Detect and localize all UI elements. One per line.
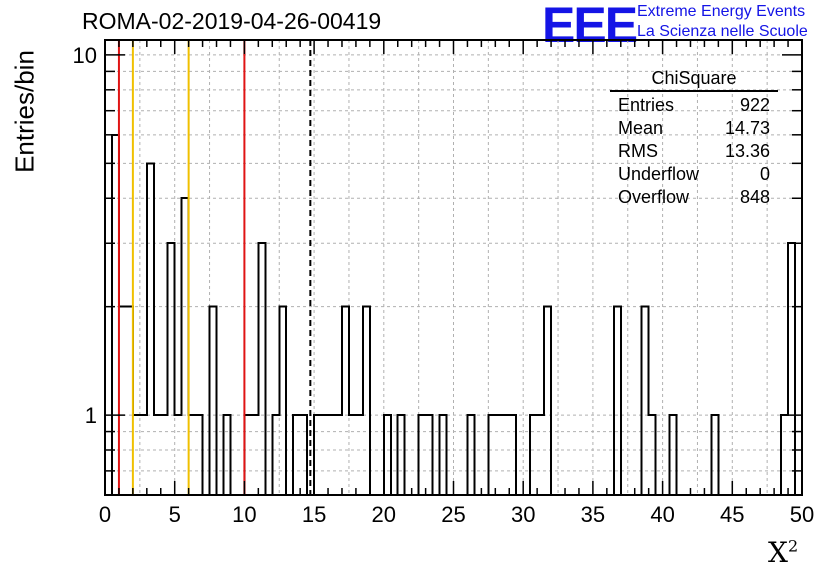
stats-value: 922 [739, 95, 770, 115]
histogram-bin [279, 307, 286, 495]
histogram-bin [349, 415, 356, 495]
y-tick-label: 10 [73, 43, 97, 68]
histogram-bin [398, 415, 405, 495]
stats-row: Overflow 848 [610, 186, 778, 209]
histogram-bin [488, 415, 495, 495]
x-axis-label-superscript: 2 [787, 536, 799, 556]
histogram-bin [495, 415, 502, 495]
histogram-bin [384, 415, 391, 495]
histogram-bin [363, 307, 370, 495]
y-tick-label: 1 [85, 403, 97, 428]
histogram-bin [530, 415, 537, 495]
stats-label: Overflow [618, 187, 690, 207]
stats-value: 848 [739, 187, 770, 207]
x-tick-label: 40 [650, 502, 674, 527]
histogram-bin [642, 307, 649, 495]
logo-caption: Extreme Energy Events La Scienza nelle S… [637, 2, 808, 42]
histogram-bin [537, 415, 544, 495]
logo-line-2: La Scienza nelle Scuole [637, 23, 808, 40]
stats-row: Entries 922 [610, 94, 778, 117]
histogram-bin [321, 415, 328, 495]
x-tick-label: 15 [302, 502, 326, 527]
histogram-bin [244, 415, 251, 495]
stats-row: RMS 13.36 [610, 140, 778, 163]
histogram-bin [147, 163, 154, 495]
stats-rows: Entries 922 Mean 14.73 RMS 13.36 Underflow 0 Ove… [610, 94, 778, 209]
histogram-outline [105, 133, 802, 496]
histogram-bin [328, 415, 335, 495]
histogram-bin [119, 307, 126, 495]
histogram-bin [781, 415, 788, 495]
histogram-bin [126, 307, 133, 495]
histogram-bin [189, 415, 196, 495]
histogram-bin [272, 415, 279, 495]
x-axis-label-base: X [768, 536, 788, 569]
histogram-bin [544, 307, 551, 495]
histogram-bin [614, 307, 621, 495]
x-tick-label: 30 [511, 502, 535, 527]
histogram-bin [175, 415, 182, 495]
histogram-bin [711, 415, 718, 495]
stats-row: Mean 14.73 [610, 117, 778, 140]
stats-label: Entries [618, 95, 675, 115]
x-tick-label: 25 [441, 502, 465, 527]
histogram-bin [300, 415, 307, 495]
histogram-bin [419, 415, 426, 495]
histogram-bin [314, 415, 321, 495]
histogram-bin [133, 415, 140, 495]
histogram-bin [467, 415, 474, 495]
chart-title: ROMA-02-2019-04-26-00419 [82, 8, 382, 34]
x-tick-label: 50 [790, 502, 814, 527]
x-axis-label: X2 [768, 536, 798, 569]
histogram-bin [154, 415, 161, 495]
stats-label: Mean [618, 118, 664, 138]
histogram-bin [223, 415, 230, 495]
stats-row: Underflow 0 [610, 163, 778, 186]
x-tick-label: 45 [720, 502, 744, 527]
histogram-bin [509, 415, 516, 495]
histogram-bin [788, 243, 795, 495]
logo-line-1: Extreme Energy Events [637, 3, 806, 20]
histogram-bin [210, 307, 217, 495]
stats-value: 13.36 [724, 141, 770, 161]
histogram-bin [356, 415, 363, 495]
histogram-bin [168, 243, 175, 495]
stats-title: ChiSquare [610, 66, 778, 92]
histogram-bin [161, 415, 168, 495]
stats-label: Underflow [618, 164, 700, 184]
x-tick-label: 35 [581, 502, 605, 527]
x-tick-label: 10 [232, 502, 256, 527]
stats-value: 14.73 [724, 118, 770, 138]
histogram-bin [342, 307, 349, 495]
histogram-bin [426, 415, 433, 495]
x-tick-label: 5 [169, 502, 181, 527]
histogram-bin [196, 415, 203, 495]
histogram-bin [140, 415, 147, 495]
x-tick-label: 0 [99, 502, 111, 527]
stats-label: RMS [618, 141, 658, 161]
histogram-bin [251, 415, 258, 495]
histogram-bin [335, 415, 342, 495]
histogram-bin [112, 135, 119, 495]
histogram-bin [649, 415, 656, 495]
x-tick-label: 20 [372, 502, 396, 527]
histogram-bin [440, 415, 447, 495]
stats-value: 0 [759, 164, 770, 184]
histogram-bin [670, 415, 677, 495]
histogram-bin [293, 415, 300, 495]
histogram-bin [502, 415, 509, 495]
histogram-bin [258, 243, 265, 495]
stats-box: ChiSquare Entries 922 Mean 14.73 RMS 13.36 Und… [610, 66, 778, 209]
